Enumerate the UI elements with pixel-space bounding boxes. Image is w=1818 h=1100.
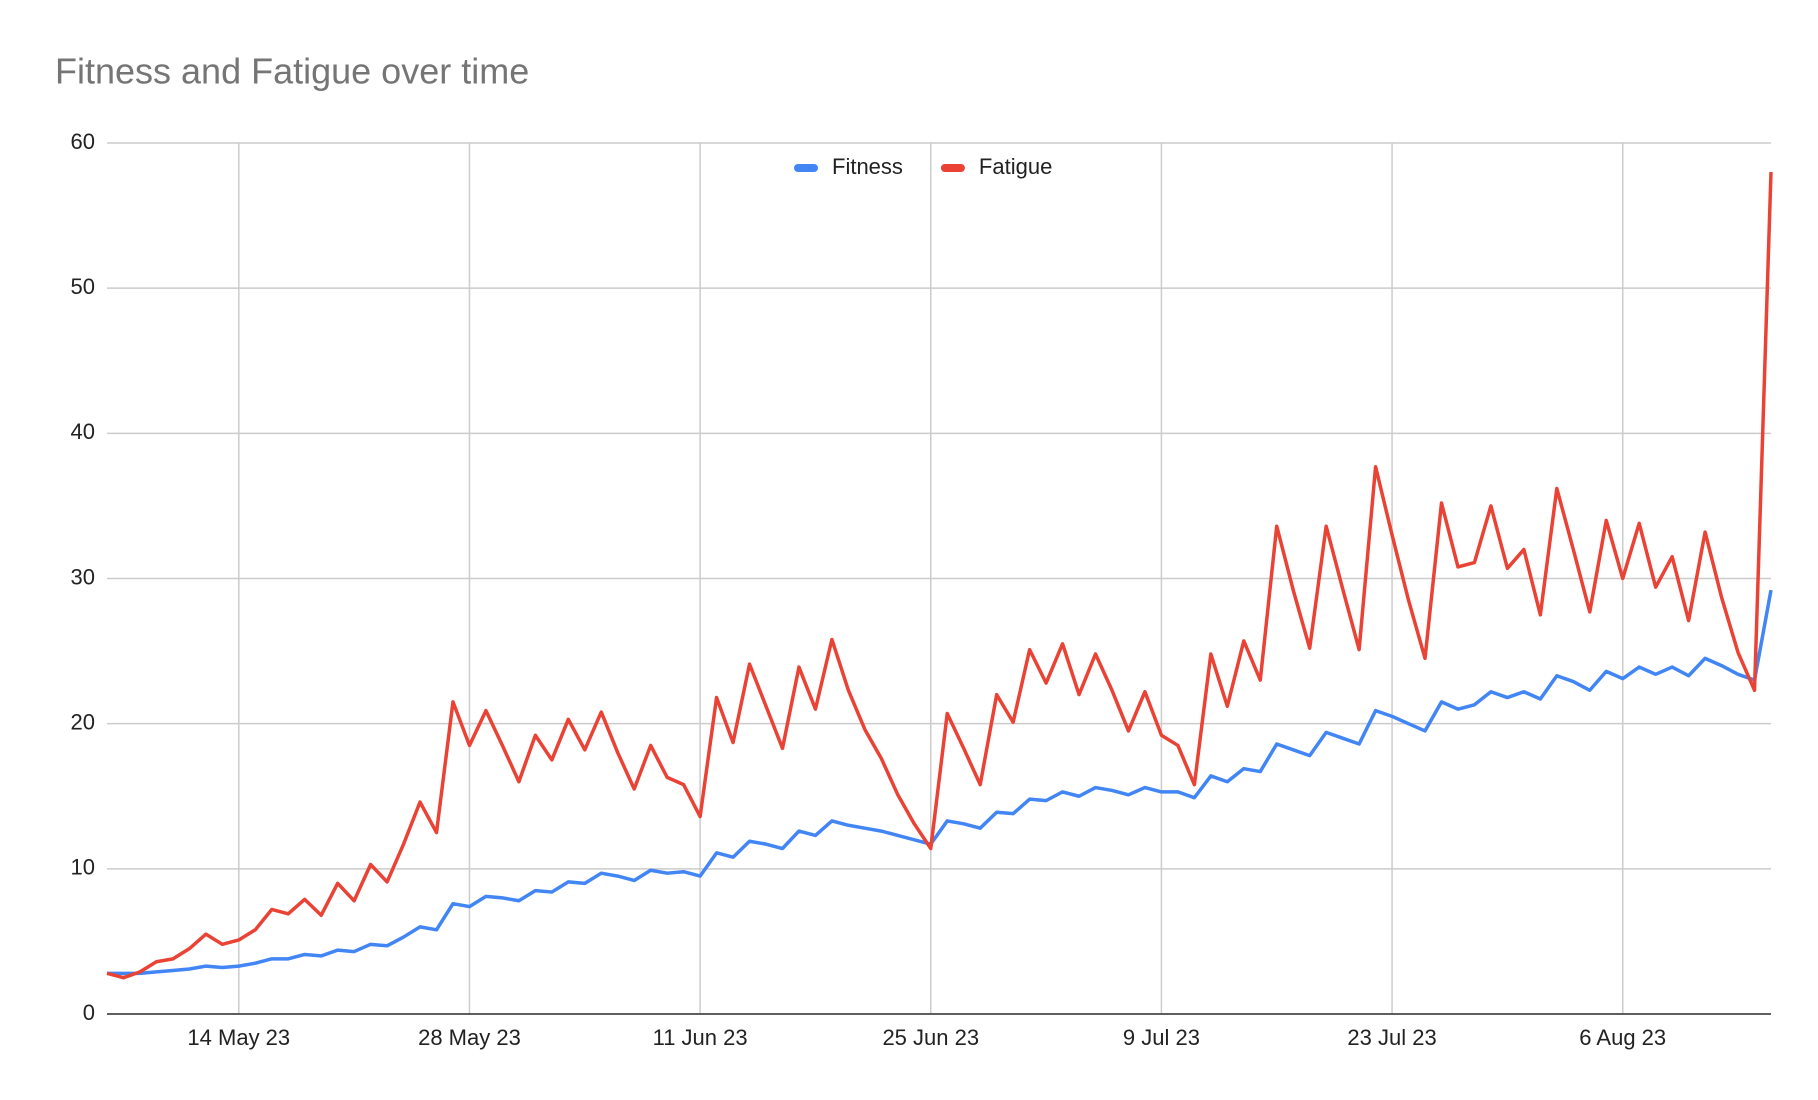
x-tick-label: 28 May 23 [418,1025,521,1050]
series-line [106,171,1773,980]
chart-title: Fitness and Fatigue over time [55,51,529,92]
x-tick-label: 9 Jul 23 [1123,1025,1200,1050]
legend-swatch [794,164,818,172]
y-tick-label: 40 [71,419,95,444]
y-tick-label: 30 [71,564,95,589]
x-tick-label: 14 May 23 [187,1025,290,1050]
x-tick-label: 25 Jun 23 [882,1025,979,1050]
y-tick-label: 50 [71,274,95,299]
x-tick-label: 11 Jun 23 [653,1025,748,1050]
y-tick-label: 0 [83,1000,95,1025]
legend-label: Fatigue [979,154,1052,179]
y-tick-label: 60 [71,129,95,154]
y-tick-label: 10 [71,855,95,880]
x-tick-label: 6 Aug 23 [1579,1025,1666,1050]
legend-label: Fitness [832,154,903,179]
series-line [107,589,1773,976]
y-tick-label: 20 [71,709,95,734]
legend-swatch [940,164,965,172]
x-tick-label: 23 Jul 23 [1347,1025,1436,1050]
